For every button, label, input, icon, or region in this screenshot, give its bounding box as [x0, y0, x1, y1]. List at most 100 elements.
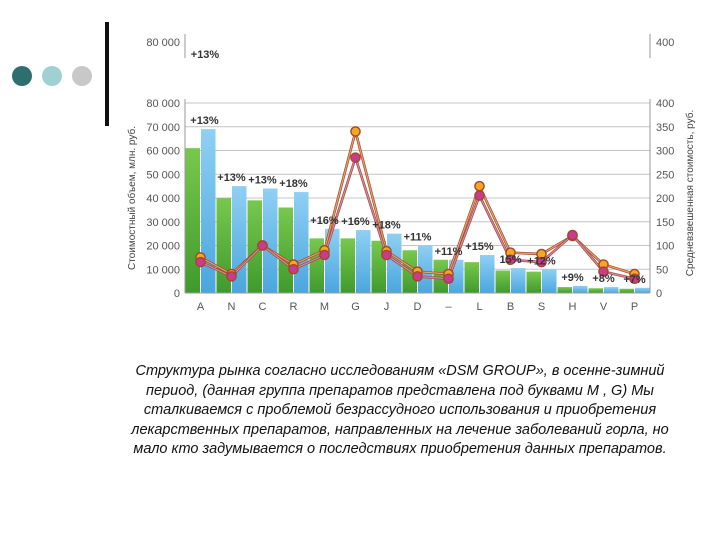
bar-green: [495, 270, 510, 293]
caption-text: Структура рынка согласно исследованиям «…: [131, 363, 669, 457]
bar-blue: [480, 255, 495, 293]
x-category-label: A: [197, 301, 205, 313]
decorative-vertical-line: [105, 22, 109, 126]
ghost-mask: [110, 58, 700, 64]
line-point: [226, 271, 237, 282]
x-category-label: S: [538, 301, 545, 313]
bar-data-label: +16%: [310, 215, 339, 227]
bar-blue: [201, 129, 216, 293]
chart-axes: 0 10 000 20 000 30 000 40 000 50 000 60 000 70 …: [126, 98, 696, 313]
bar-data-label: +15%: [465, 241, 494, 253]
bar-blue: [635, 287, 650, 293]
ghost-y-tick-label: 80 000: [146, 37, 180, 49]
chart-bars: [185, 129, 650, 293]
bar-green: [557, 287, 572, 293]
line-point: [350, 126, 361, 137]
bar-blue: [604, 287, 619, 293]
y2-axis-title: Средневзвешенная стоимость, руб.: [684, 110, 696, 276]
bar-green: [340, 238, 355, 293]
line-point: [443, 273, 454, 285]
bar-data-label: +16%: [341, 216, 370, 228]
chart-bar-labels: +13%+13% +13% +18%+16% +16% +18%+11%+11% +15%…: [190, 115, 646, 286]
line-point: [412, 271, 423, 282]
y-tick-label: 60 000: [146, 146, 180, 158]
decorative-dot-light: [42, 66, 62, 86]
bar-green: [433, 259, 448, 293]
y2-tick-label: 100: [656, 241, 674, 253]
bar-data-label: +18%: [279, 178, 308, 190]
bar-blue: [356, 230, 371, 293]
x-category-label: H: [569, 301, 577, 313]
bar-data-label: +9%: [561, 272, 584, 284]
chart-ghost-header: 80 000 400+13%: [110, 34, 700, 64]
bar-green: [588, 288, 603, 293]
bar-data-label: +11%: [404, 232, 432, 244]
y-tick-label: 80 000: [146, 98, 180, 110]
bar-blue: [573, 285, 588, 293]
x-category-label: G: [351, 301, 360, 313]
line-point: [536, 256, 547, 268]
bar-data-label: +7%: [623, 274, 646, 286]
x-category-label: J: [384, 301, 390, 313]
line-point: [505, 254, 516, 266]
line-point: [598, 266, 609, 277]
line-point: [350, 152, 361, 163]
y-tick-label: 20 000: [146, 241, 180, 253]
bar-data-label: +18%: [372, 220, 401, 232]
y2-tick-label: 350: [656, 122, 674, 134]
x-category-label: –: [445, 301, 452, 313]
line-point: [567, 229, 578, 241]
line-point: [319, 249, 330, 261]
bar-data-label: +13%: [217, 172, 246, 184]
bar-blue: [542, 269, 557, 293]
y2-tick-label: 400: [656, 98, 674, 110]
bar-green: [464, 262, 479, 293]
bar-green: [619, 288, 634, 293]
x-category-label: N: [228, 301, 236, 313]
y2-tick-label: 50: [656, 264, 668, 276]
bar-blue: [263, 188, 278, 293]
bar-data-label: +8%: [592, 273, 615, 285]
chart-points: [195, 126, 640, 285]
bar-data-label: +11%: [435, 246, 463, 258]
y-tick-label: 10 000: [146, 264, 180, 276]
line-point: [629, 273, 640, 285]
y-tick-label: 30 000: [146, 217, 180, 229]
bar-data-label: +12%: [527, 255, 556, 267]
y-tick-label: 70 000: [146, 122, 180, 134]
y2-tick-label: 150: [656, 217, 674, 229]
x-category-label: R: [290, 301, 298, 313]
bar-green: [247, 200, 262, 293]
line-point: [474, 190, 485, 201]
line-point: [288, 263, 299, 275]
ghost-y2-tick-label: 400: [656, 37, 674, 49]
y2-tick-label: 300: [656, 146, 674, 158]
y2-tick-label: 250: [656, 169, 674, 181]
x-category-label: L: [476, 301, 482, 313]
line-point: [474, 180, 485, 192]
bar-blue: [511, 268, 526, 293]
x-category-label: D: [414, 301, 422, 313]
line-point: [257, 240, 268, 251]
bar-data-label: 15%: [499, 254, 521, 266]
x-category-label: M: [320, 301, 329, 313]
y-tick-label: 50 000: [146, 169, 180, 181]
x-category-label: B: [507, 301, 514, 313]
market-structure-chart: +13%+13% +13% +18%+16% +16% +18%+11%+11% +15%…: [110, 34, 700, 313]
y-tick-label: 40 000: [146, 193, 180, 205]
x-category-label: V: [600, 301, 608, 313]
bar-green: [526, 271, 541, 293]
x-category-label: C: [259, 301, 267, 313]
bar-green: [185, 148, 200, 293]
bar-data-label: +13%: [190, 115, 219, 127]
bar-blue: [294, 192, 309, 293]
decorative-dot-dark: [12, 66, 32, 86]
y-axis-title: Стоимостный объем, млн. руб.: [126, 126, 138, 270]
decorative-dot-gray: [72, 66, 92, 86]
x-category-label: P: [631, 301, 638, 313]
bar-green: [278, 207, 293, 293]
bar-blue: [418, 245, 433, 293]
line-point: [381, 249, 392, 261]
y-tick-label: 0: [174, 288, 180, 300]
bar-data-label: +13%: [248, 175, 277, 187]
